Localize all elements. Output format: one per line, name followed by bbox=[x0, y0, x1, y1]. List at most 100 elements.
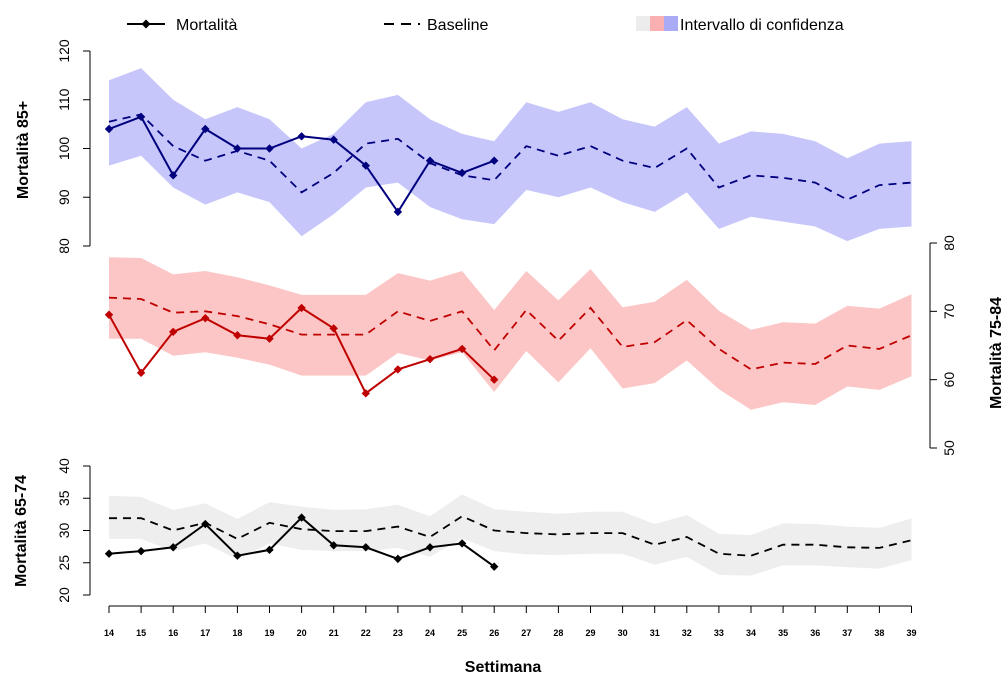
mortality-point bbox=[457, 539, 467, 548]
x-tick-label: 28 bbox=[553, 628, 563, 638]
legend-mortality-symbol bbox=[127, 19, 165, 29]
confidence-band bbox=[109, 68, 912, 242]
x-tick-label: 26 bbox=[489, 628, 499, 638]
baseline-line bbox=[109, 515, 912, 557]
mortality-point bbox=[425, 156, 435, 165]
mortality-point bbox=[265, 144, 274, 153]
y-axis-title-85plus: Mortalità 85+ bbox=[15, 101, 32, 199]
y-tick-label: 20 bbox=[56, 587, 72, 603]
x-tick-label: 14 bbox=[104, 628, 114, 638]
y-tick-label: 30 bbox=[56, 523, 72, 539]
y-tick-label: 100 bbox=[56, 137, 72, 161]
y-tick-label: 120 bbox=[56, 39, 72, 63]
mortality-point bbox=[361, 161, 370, 170]
x-tick-label: 34 bbox=[746, 628, 756, 638]
x-tick-label: 18 bbox=[232, 628, 242, 638]
x-tick-label: 24 bbox=[425, 628, 435, 638]
confidence-band bbox=[109, 257, 912, 410]
x-tick-label: 21 bbox=[329, 628, 339, 638]
x-tick-label: 20 bbox=[297, 628, 307, 638]
x-tick-label: 39 bbox=[906, 628, 916, 638]
x-tick-label: 33 bbox=[714, 628, 724, 638]
legend-mortality-label: Mortalità bbox=[176, 17, 237, 34]
y-tick-label: 90 bbox=[56, 189, 72, 205]
x-tick-label: 23 bbox=[393, 628, 403, 638]
mortality-point bbox=[329, 541, 338, 550]
mortality-point bbox=[329, 324, 338, 333]
legend-baseline-label: Baseline bbox=[427, 17, 488, 34]
mortality-point bbox=[425, 543, 435, 552]
panel-65-74: 20 25 30 35 40 bbox=[56, 458, 912, 603]
legend-ci-label: Intervallo di confidenza bbox=[680, 17, 844, 34]
mortality-point bbox=[104, 124, 114, 134]
y-tick-label: 40 bbox=[56, 458, 72, 474]
mortality-point bbox=[490, 562, 499, 571]
x-tick-label: 38 bbox=[874, 628, 884, 638]
y-axis-title-65-74: Mortalità 65-74 bbox=[13, 475, 30, 587]
x-tick-label: 22 bbox=[361, 628, 371, 638]
x-tick-label: 29 bbox=[585, 628, 595, 638]
mortality-point bbox=[169, 543, 178, 552]
y-tick-label: 50 bbox=[941, 440, 957, 456]
x-tick-label: 27 bbox=[521, 628, 531, 638]
x-tick-label: 16 bbox=[168, 628, 178, 638]
x-tick-label: 25 bbox=[457, 628, 467, 638]
mortality-point bbox=[457, 344, 467, 354]
x-tick-label: 15 bbox=[136, 628, 146, 638]
mortality-point bbox=[393, 365, 403, 374]
y-axis-title-75-84: Mortalità 75-84 bbox=[988, 297, 1005, 409]
y-tick-label: 80 bbox=[56, 238, 72, 254]
y-tick-label: 70 bbox=[941, 303, 957, 319]
y-tick-label: 110 bbox=[56, 88, 72, 111]
mortality-point bbox=[297, 303, 306, 313]
x-tick-label: 35 bbox=[778, 628, 788, 638]
baseline-line bbox=[108, 113, 912, 201]
mortality-point bbox=[201, 313, 210, 323]
legend: Mortalità Baseline Intervallo di confide… bbox=[127, 16, 844, 34]
x-tick-label: 19 bbox=[264, 628, 274, 638]
mortality-point bbox=[201, 519, 210, 529]
panel-75-84: 50 60 70 80 bbox=[104, 235, 957, 456]
x-tick-label: 36 bbox=[810, 628, 820, 638]
mortality-point bbox=[169, 327, 178, 337]
mortality-point bbox=[104, 310, 114, 319]
mortality-point bbox=[457, 168, 467, 178]
mortality-point bbox=[265, 545, 274, 555]
x-tick-label: 32 bbox=[682, 628, 692, 638]
mortality-point bbox=[265, 334, 274, 343]
mortality-point bbox=[393, 207, 403, 217]
y-tick-label: 25 bbox=[56, 555, 72, 571]
mortality-point bbox=[233, 144, 242, 153]
mortality-point bbox=[169, 171, 178, 180]
x-tick-label: 17 bbox=[200, 628, 210, 638]
mortality-point bbox=[361, 389, 370, 398]
mortality-point bbox=[233, 331, 242, 340]
y-tick-label: 80 bbox=[941, 235, 957, 251]
mortality-point bbox=[136, 112, 146, 122]
mortality-point bbox=[297, 513, 306, 522]
x-axis: 14 15 16 17 18 19 20 21 22 23 24 25 26 27 28 29 30 31 32 33… bbox=[104, 605, 917, 638]
x-tick-label: 37 bbox=[842, 628, 852, 638]
panel-85plus: 80 90 100 110 120 bbox=[56, 39, 912, 254]
x-tick-label: 31 bbox=[650, 628, 660, 638]
baseline-line bbox=[108, 296, 912, 371]
mortality-point bbox=[201, 124, 210, 134]
confidence-band bbox=[109, 494, 912, 576]
legend-ci-swatch bbox=[636, 16, 678, 31]
mortality-point bbox=[136, 546, 146, 556]
x-tick-label: 30 bbox=[618, 628, 628, 638]
mortality-point bbox=[104, 549, 114, 558]
y-tick-label: 35 bbox=[56, 490, 72, 506]
mortality-point bbox=[136, 368, 146, 378]
y-tick-label: 60 bbox=[941, 372, 957, 388]
mortality-point bbox=[393, 554, 403, 564]
mortality-point bbox=[329, 135, 338, 144]
mortality-point bbox=[233, 551, 242, 560]
x-axis-title: Settimana bbox=[465, 659, 542, 676]
mortality-point bbox=[490, 156, 499, 165]
mortality-point bbox=[490, 375, 499, 384]
mortality-point bbox=[425, 354, 435, 364]
mortality-point bbox=[297, 132, 306, 141]
mortality-point bbox=[361, 543, 370, 552]
